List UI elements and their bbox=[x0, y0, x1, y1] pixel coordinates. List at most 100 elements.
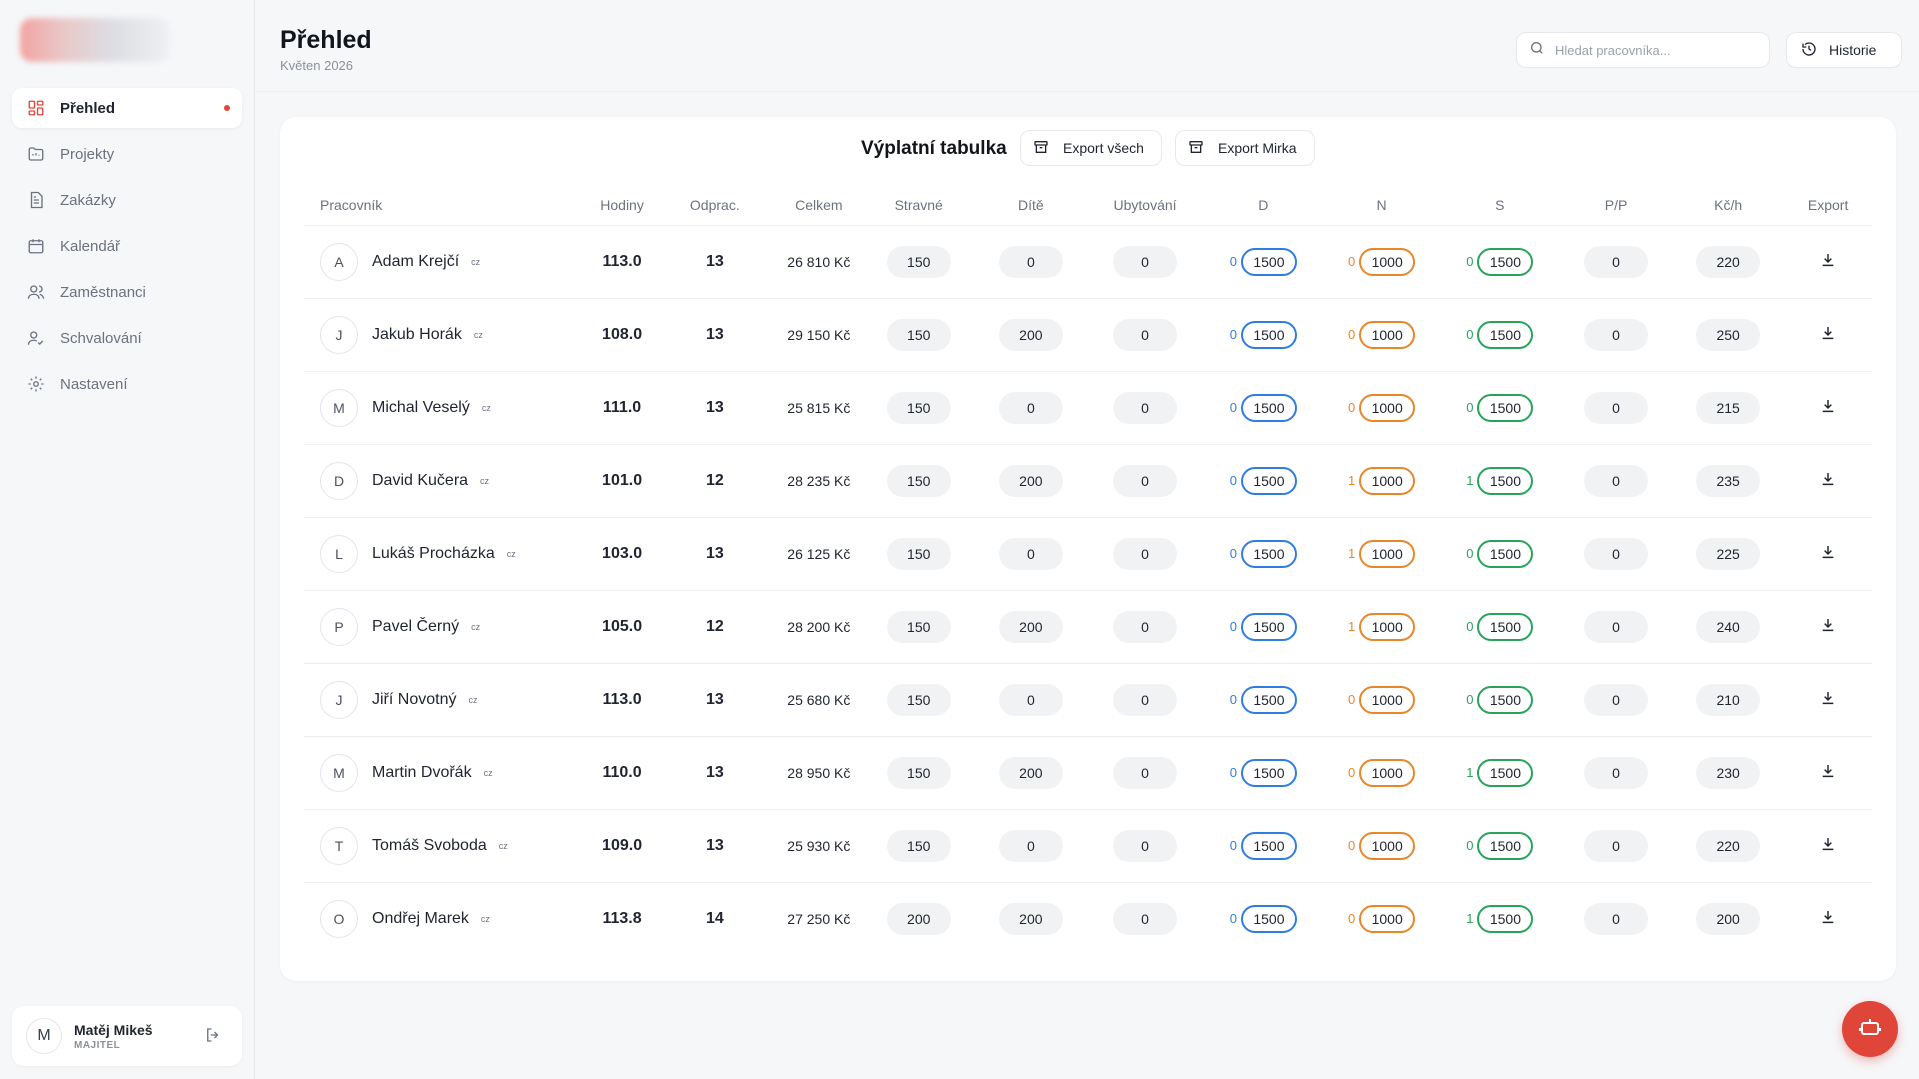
col-header[interactable]: Odprac. bbox=[654, 185, 775, 226]
housing-field[interactable]: 0 bbox=[1113, 610, 1178, 643]
employee-name[interactable]: Jakub Horák bbox=[372, 325, 462, 343]
hourly-rate-field[interactable]: 200 bbox=[1696, 902, 1761, 935]
download-icon[interactable] bbox=[1820, 398, 1836, 414]
meal-allowance-field[interactable]: 150 bbox=[886, 829, 951, 862]
employee-name[interactable]: Pavel Černý bbox=[372, 617, 460, 635]
d-value-field[interactable]: 1500 bbox=[1240, 247, 1297, 276]
s-value-field[interactable]: 1500 bbox=[1477, 612, 1534, 641]
child-allowance-field[interactable]: 0 bbox=[998, 537, 1063, 570]
meal-allowance-field[interactable]: 150 bbox=[886, 245, 951, 278]
housing-field[interactable]: 0 bbox=[1113, 756, 1178, 789]
child-allowance-field[interactable]: 200 bbox=[998, 756, 1063, 789]
pp-field[interactable]: 0 bbox=[1584, 537, 1649, 570]
n-value-field[interactable]: 1000 bbox=[1359, 685, 1416, 714]
pp-field[interactable]: 0 bbox=[1584, 245, 1649, 278]
employee-name[interactable]: Adam Krejčí bbox=[372, 252, 460, 270]
meal-allowance-field[interactable]: 150 bbox=[886, 391, 951, 424]
col-header[interactable]: Celkem bbox=[774, 185, 863, 226]
sidebar-item-schvalovani[interactable]: Schvalování bbox=[12, 318, 242, 358]
user-card[interactable]: M Matěj Mikeš MAJITEL bbox=[12, 1006, 242, 1066]
child-allowance-field[interactable]: 0 bbox=[998, 391, 1063, 424]
meal-allowance-field[interactable]: 150 bbox=[886, 756, 951, 789]
s-value-field[interactable]: 1500 bbox=[1477, 320, 1534, 349]
table-row[interactable]: O Ondřej Marek cz 113.8 14 27 250 Kč 200… bbox=[304, 882, 1872, 955]
download-icon[interactable] bbox=[1820, 544, 1836, 560]
n-value-field[interactable]: 1000 bbox=[1359, 612, 1416, 641]
employee-name[interactable]: Tomáš Svoboda bbox=[372, 836, 487, 854]
search-input[interactable] bbox=[1555, 42, 1755, 58]
pp-field[interactable]: 0 bbox=[1584, 391, 1649, 424]
app-logo[interactable] bbox=[20, 18, 170, 62]
pp-field[interactable]: 0 bbox=[1584, 756, 1649, 789]
hourly-rate-field[interactable]: 230 bbox=[1696, 756, 1761, 789]
meal-allowance-field[interactable]: 150 bbox=[886, 464, 951, 497]
assistant-button[interactable] bbox=[1842, 1001, 1898, 1057]
sidebar-item-nastaveni[interactable]: Nastavení bbox=[12, 364, 242, 404]
child-allowance-field[interactable]: 0 bbox=[998, 683, 1063, 716]
col-header[interactable]: N bbox=[1323, 185, 1440, 226]
employee-name[interactable]: Lukáš Procházka bbox=[372, 544, 495, 562]
history-button[interactable]: Historie bbox=[1786, 32, 1902, 68]
col-header[interactable]: Stravné bbox=[862, 185, 975, 226]
employee-name[interactable]: Jiří Novotný bbox=[372, 690, 457, 708]
n-value-field[interactable]: 1000 bbox=[1359, 466, 1416, 495]
export-one-button[interactable]: Export Mirka bbox=[1175, 130, 1315, 166]
col-header[interactable]: S bbox=[1439, 185, 1560, 226]
download-icon[interactable] bbox=[1820, 325, 1836, 341]
pp-field[interactable]: 0 bbox=[1584, 610, 1649, 643]
employee-name[interactable]: David Kučera bbox=[372, 471, 469, 489]
housing-field[interactable]: 0 bbox=[1113, 464, 1178, 497]
sidebar-item-projekty[interactable]: Projekty bbox=[12, 134, 242, 174]
n-value-field[interactable]: 1000 bbox=[1359, 539, 1416, 568]
pp-field[interactable]: 0 bbox=[1584, 902, 1649, 935]
child-allowance-field[interactable]: 200 bbox=[998, 610, 1063, 643]
download-icon[interactable] bbox=[1820, 617, 1836, 633]
housing-field[interactable]: 0 bbox=[1113, 683, 1178, 716]
d-value-field[interactable]: 1500 bbox=[1240, 393, 1297, 422]
table-row[interactable]: T Tomáš Svoboda cz 109.0 13 25 930 Kč 15… bbox=[304, 809, 1872, 883]
meal-allowance-field[interactable]: 150 bbox=[886, 537, 951, 570]
housing-field[interactable]: 0 bbox=[1113, 902, 1178, 935]
table-row[interactable]: M Michal Veselý cz 111.0 13 25 815 Kč 15… bbox=[304, 371, 1872, 445]
employee-name[interactable]: Ondřej Marek bbox=[372, 909, 469, 927]
export-all-button[interactable]: Export všech bbox=[1020, 130, 1162, 166]
sidebar-item-zamestnanci[interactable]: Zaměstnanci bbox=[12, 272, 242, 312]
d-value-field[interactable]: 1500 bbox=[1240, 685, 1297, 714]
sidebar-item-prehled[interactable]: Přehled bbox=[12, 88, 242, 128]
table-row[interactable]: P Pavel Černý cz 105.0 12 28 200 Kč 150 … bbox=[304, 590, 1872, 664]
child-allowance-field[interactable]: 200 bbox=[998, 464, 1063, 497]
d-value-field[interactable]: 1500 bbox=[1240, 904, 1297, 933]
s-value-field[interactable]: 1500 bbox=[1477, 758, 1534, 787]
col-header[interactable]: Kč/h bbox=[1672, 185, 1785, 226]
pp-field[interactable]: 0 bbox=[1584, 829, 1649, 862]
housing-field[interactable]: 0 bbox=[1113, 391, 1178, 424]
housing-field[interactable]: 0 bbox=[1113, 537, 1178, 570]
d-value-field[interactable]: 1500 bbox=[1240, 466, 1297, 495]
sidebar-item-kalendar[interactable]: Kalendář bbox=[12, 226, 242, 266]
housing-field[interactable]: 0 bbox=[1113, 318, 1178, 351]
table-row[interactable]: D David Kučera cz 101.0 12 28 235 Kč 150… bbox=[304, 444, 1872, 518]
n-value-field[interactable]: 1000 bbox=[1359, 831, 1416, 860]
pp-field[interactable]: 0 bbox=[1584, 318, 1649, 351]
download-icon[interactable] bbox=[1820, 471, 1836, 487]
s-value-field[interactable]: 1500 bbox=[1477, 539, 1534, 568]
meal-allowance-field[interactable]: 150 bbox=[886, 318, 951, 351]
child-allowance-field[interactable]: 200 bbox=[998, 902, 1063, 935]
child-allowance-field[interactable]: 200 bbox=[998, 318, 1063, 351]
hourly-rate-field[interactable]: 220 bbox=[1696, 829, 1761, 862]
pp-field[interactable]: 0 bbox=[1584, 464, 1649, 497]
download-icon[interactable] bbox=[1820, 909, 1836, 925]
hourly-rate-field[interactable]: 240 bbox=[1696, 610, 1761, 643]
table-row[interactable]: J Jakub Horák cz 108.0 13 29 150 Kč 150 … bbox=[304, 298, 1872, 372]
hourly-rate-field[interactable]: 235 bbox=[1696, 464, 1761, 497]
d-value-field[interactable]: 1500 bbox=[1240, 320, 1297, 349]
hourly-rate-field[interactable]: 225 bbox=[1696, 537, 1761, 570]
s-value-field[interactable]: 1500 bbox=[1477, 831, 1534, 860]
n-value-field[interactable]: 1000 bbox=[1359, 758, 1416, 787]
d-value-field[interactable]: 1500 bbox=[1240, 831, 1297, 860]
child-allowance-field[interactable]: 0 bbox=[998, 245, 1063, 278]
child-allowance-field[interactable]: 0 bbox=[998, 829, 1063, 862]
meal-allowance-field[interactable]: 150 bbox=[886, 683, 951, 716]
table-row[interactable]: M Martin Dvořák cz 110.0 13 28 950 Kč 15… bbox=[304, 736, 1872, 810]
housing-field[interactable]: 0 bbox=[1113, 829, 1178, 862]
